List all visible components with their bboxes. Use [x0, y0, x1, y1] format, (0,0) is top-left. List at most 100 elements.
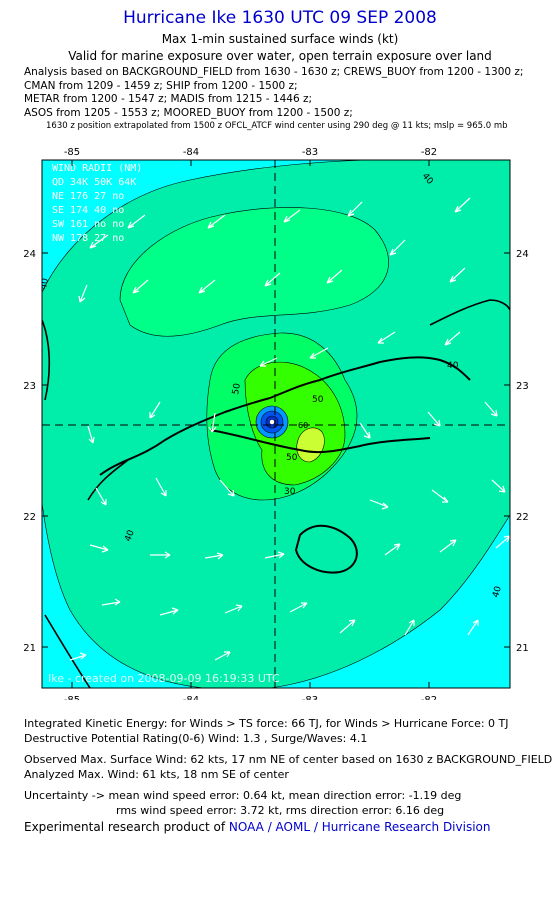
lat-label-left: 22 — [23, 512, 36, 523]
lon-label-bottom: -85 — [64, 695, 80, 700]
wind-arrow — [204, 552, 224, 560]
wind-arrow — [339, 619, 356, 634]
contour-label: 40 — [491, 585, 504, 599]
wind-arrow — [264, 272, 281, 287]
wind-arrow — [127, 214, 146, 229]
lat-label-right: 23 — [516, 381, 529, 392]
wind-arrow — [149, 401, 161, 419]
wind-arrow — [377, 331, 396, 344]
ike-line: Integrated Kinetic Energy: for Winds > T… — [24, 717, 509, 730]
wind-arrow — [359, 422, 371, 439]
credit-line: Experimental research product of NOAA / … — [24, 820, 490, 834]
analysis-line: CMAN from 1209 - 1459 z; SHIP from 1200 … — [24, 79, 298, 92]
contour-label: 50 — [286, 453, 298, 463]
wind-arrow — [219, 479, 235, 497]
wind-arrow — [384, 543, 401, 556]
map-title: Hurricane Ike 1630 UTC 09 SEP 2008 — [123, 8, 437, 28]
coastline-yucatan — [42, 319, 129, 501]
analyzed-max-line: Analyzed Max. Wind: 61 kts, 18 nm SE of … — [24, 768, 289, 781]
lat-label-left: 23 — [23, 381, 36, 392]
credit-organization-link[interactable]: NOAA / AOML / Hurricane Research Divisio… — [228, 820, 491, 834]
contour-label: 40 — [39, 277, 51, 290]
wind-arrow — [444, 331, 461, 346]
analysis-line: METAR from 1200 - 1547 z; MADIS from 121… — [24, 93, 313, 105]
coastline-sw — [44, 614, 91, 688]
observed-max-line: Observed Max. Surface Wind: 62 kts, 17 n… — [24, 753, 553, 766]
wind-radii-title: WIND RADII (NM) — [52, 163, 142, 174]
wind-arrow — [389, 239, 406, 256]
isle-of-youth — [294, 524, 358, 574]
wind-arrow — [208, 412, 217, 433]
lon-label-top: -82 — [421, 147, 437, 158]
lon-label-top: -83 — [302, 147, 318, 158]
wind-arrow — [207, 214, 226, 229]
wind-arrow — [404, 619, 415, 636]
lat-label-right: 21 — [516, 643, 529, 654]
wind-radii-table: WIND RADII (NM) QD 34K 50K 64K NE 176 27… — [52, 163, 142, 244]
map-subtitle: Max 1-min sustained surface winds (kt) — [161, 32, 399, 46]
lon-label-bottom: -84 — [183, 695, 199, 700]
contour-label: 60 — [298, 421, 308, 430]
lat-label-right: 24 — [516, 249, 529, 260]
wind-arrow — [439, 539, 457, 553]
statistics-block: Integrated Kinetic Energy: for Winds > T… — [24, 716, 552, 818]
lon-label-top: -85 — [64, 147, 80, 158]
wind-arrow — [264, 551, 285, 559]
wind-arrow — [159, 607, 179, 616]
wind-arrow — [69, 652, 87, 661]
wind-arrow — [89, 234, 109, 249]
wind-arrows — [69, 197, 510, 661]
wind-arrow — [155, 477, 167, 497]
contour-label: 30 — [284, 487, 296, 497]
position-note: 1630 z position extrapolated from 1500 z… — [46, 121, 508, 131]
coastline-cuba-south — [209, 429, 431, 454]
wind-arrow — [431, 489, 449, 503]
wind-arrow — [101, 598, 121, 606]
wind-arrow — [449, 267, 466, 283]
wind-arrow — [150, 551, 171, 559]
wind-arrow — [369, 499, 389, 510]
wind-arrow — [454, 197, 471, 213]
uncertainty-line: Uncertainty -> mean wind speed error: 0.… — [24, 789, 462, 802]
wind-arrow — [326, 269, 343, 284]
contour-label: 40 — [447, 361, 459, 371]
analysis-line: Analysis based on BACKGROUND_FIELD from … — [24, 66, 524, 78]
lon-label-bottom: -82 — [421, 695, 437, 700]
wind-arrow — [224, 604, 243, 614]
dpr-line: Destructive Potential Rating(0-6) Wind: … — [24, 732, 368, 745]
wind-field-map: 50 40 40 40 50 60 40 30 50 40 — [23, 147, 529, 700]
validity-note: Valid for marine exposure over water, op… — [68, 49, 492, 63]
analysis-sources: Analysis based on BACKGROUND_FIELD from … — [24, 66, 523, 134]
analysis-line: ASOS from 1205 - 1553 z; MOORED_BUOY fro… — [24, 106, 353, 119]
wind-arrow — [132, 279, 149, 294]
wind-arrow — [78, 284, 88, 303]
wind-radii-row: NE 176 27 no — [52, 191, 124, 202]
wind-arrow — [87, 425, 95, 444]
wind-arrow — [491, 479, 506, 493]
coastline-florida — [429, 299, 510, 326]
wind-radii-row: SE 174 40 no — [52, 205, 124, 216]
wind-arrow — [484, 401, 498, 417]
lat-label-left: 24 — [23, 249, 36, 260]
wind-arrow — [347, 201, 363, 217]
contour-label: 40 — [123, 529, 136, 543]
wind-arrow — [467, 619, 479, 636]
wind-arrow — [214, 651, 231, 661]
map-frame — [41, 159, 511, 689]
wind-arrow — [309, 347, 329, 359]
eye-center — [269, 419, 275, 425]
wind-radii-header: QD 34K 50K 64K — [52, 177, 136, 188]
wind-arrow — [89, 544, 109, 553]
lon-label-bottom: -83 — [302, 695, 318, 700]
wind-radii-row: NW 178 27 no — [52, 233, 124, 244]
contour-label: 50 — [231, 382, 243, 395]
wind-arrow — [283, 209, 301, 223]
lon-label-top: -84 — [183, 147, 199, 158]
wind-arrow — [259, 357, 278, 367]
lat-label-right: 22 — [516, 512, 529, 523]
coastline-cuba — [99, 356, 471, 476]
wind-zone-north — [119, 207, 389, 337]
wind-radii-row: SW 161 no no — [52, 219, 124, 230]
wind-arrow — [289, 602, 308, 613]
uncertainty-rms-line: rms wind speed error: 3.72 kt, rms direc… — [116, 804, 445, 817]
